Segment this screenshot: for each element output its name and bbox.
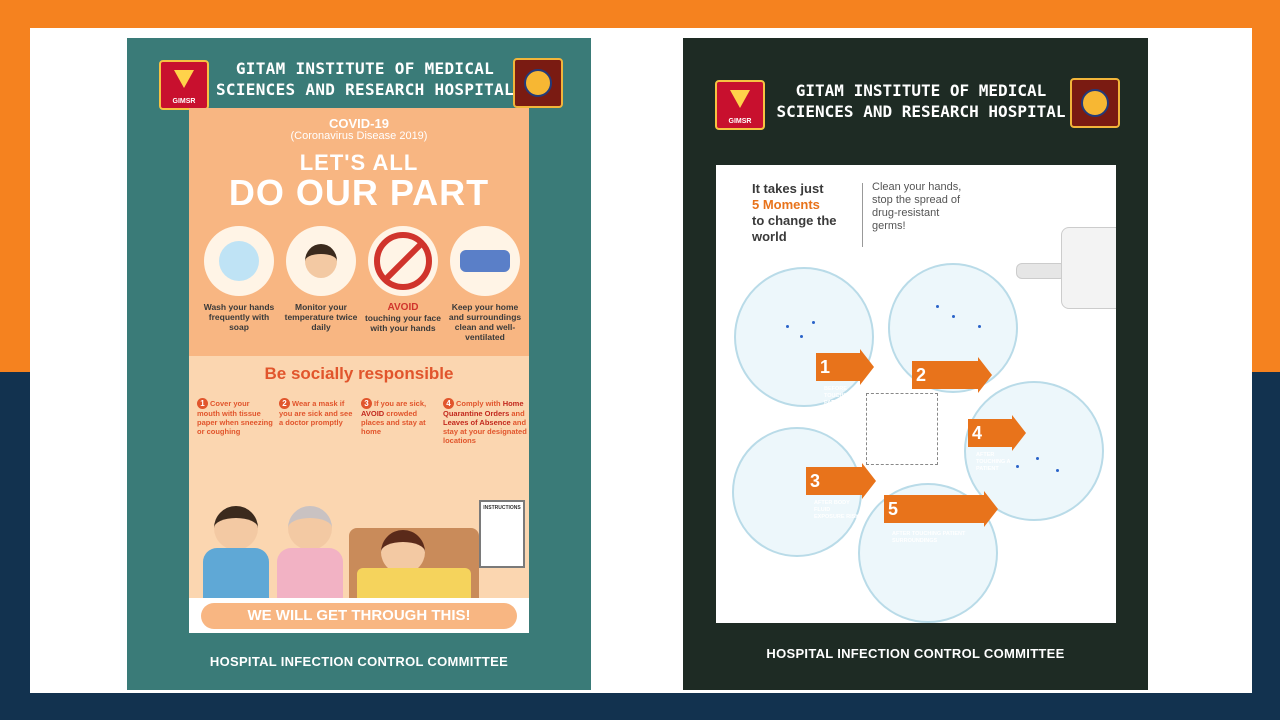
masked-person-illustration bbox=[277, 506, 343, 598]
step-bold: AVOID bbox=[361, 409, 385, 418]
no-touch-face-icon bbox=[368, 226, 438, 296]
poster-footer: HOSPITAL INFECTION CONTROL COMMITTEE bbox=[766, 646, 1065, 661]
infographic-top: COVID-19 (Coronavirus Disease 2019) LET'… bbox=[189, 108, 529, 356]
instructions-clipboard: INSTRUCTIONS bbox=[479, 500, 525, 568]
moment-label: AFTER TOUCHING PATIENT SURROUNDINGS bbox=[892, 531, 966, 545]
hospital-title: GITAM INSTITUTE OF MEDICAL SCIENCES AND … bbox=[216, 59, 514, 99]
step-1: 1 Cover your mouth with tissue paper when… bbox=[197, 398, 273, 436]
tip-wash-hands: Wash your hands frequently with soap bbox=[199, 226, 279, 332]
tip-text: Wash your hands frequently with soap bbox=[203, 302, 275, 332]
gimsr-logo: GIMSR bbox=[715, 80, 765, 130]
socially-responsible-heading: Be socially responsible bbox=[264, 364, 454, 383]
moment-3-arrow: 3 AFTER BODY FLUID EXPOSURE RISK bbox=[806, 463, 876, 520]
tip-avoid-face: AVOID touching your face with your hands bbox=[363, 226, 443, 333]
moment-5-arrow: 5 AFTER TOUCHING PATIENT SURROUNDINGS bbox=[884, 491, 998, 544]
sanitizer-bottle-icon bbox=[1061, 227, 1116, 309]
tip-temperature: Monitor your temperature twice daily bbox=[281, 226, 361, 332]
divider bbox=[862, 183, 863, 247]
gimsr-logo-text: GIMSR bbox=[172, 98, 196, 105]
tip-text: Monitor your temperature twice daily bbox=[284, 302, 358, 332]
step-text: Comply with bbox=[456, 399, 501, 408]
step-text: Wear a mask if you are sick and see a do… bbox=[279, 399, 353, 427]
gimsr-logo: GIMSR bbox=[159, 60, 209, 110]
moment-number: 1 bbox=[820, 357, 831, 377]
five-moments-infographic: It takes just 5 Moments to change the wo… bbox=[716, 165, 1116, 623]
moment-number: 4 bbox=[972, 423, 983, 443]
sick-person-illustration bbox=[381, 530, 425, 574]
headline-text: It takes just bbox=[752, 181, 824, 196]
steps-row: 1 Cover your mouth with tissue paper when… bbox=[197, 398, 527, 498]
step-2: 2 Wear a mask if you are sick and see a d… bbox=[279, 398, 355, 427]
hand-wash-icon bbox=[204, 226, 274, 296]
moment-number: 2 bbox=[916, 365, 927, 385]
gimsr-logo-text: GIMSR bbox=[728, 118, 752, 125]
lets-all-heading: LET'S ALL bbox=[299, 150, 419, 175]
moment-circle-1 bbox=[734, 267, 874, 407]
step-text: Cover your mouth with tissue paper when … bbox=[197, 399, 273, 436]
moment-label: AFTER BODY FLUID EXPOSURE RISK bbox=[814, 499, 860, 520]
moment-number: 3 bbox=[810, 471, 821, 491]
covid-heading: COVID-19 bbox=[329, 116, 389, 131]
hand-hygiene-poster: GIMSR GITAM INSTITUTE OF MEDICAL SCIENCE… bbox=[683, 38, 1148, 690]
headline-highlight: 5 Moments bbox=[752, 197, 820, 212]
tip-text: Keep your home and surroundings clean an… bbox=[448, 302, 522, 342]
moment-1-arrow: 1 BEFORE TOUCHING A PATIENT bbox=[816, 349, 874, 406]
patient-bed-diagram bbox=[866, 393, 938, 465]
moment-label: AFTER TOUCHING A PATIENT bbox=[976, 451, 1011, 472]
step-text: and stay at your designated locations bbox=[443, 418, 527, 445]
poster-header: GIMSR GITAM INSTITUTE OF MEDICAL SCIENCE… bbox=[127, 48, 591, 118]
tip-text: AVOID touching your face with your hands bbox=[363, 302, 443, 334]
home-sofa-icon bbox=[450, 226, 520, 296]
step-bold: Leaves of Absence bbox=[443, 418, 511, 427]
step-number: 2 bbox=[279, 398, 290, 409]
people-illustration: INSTRUCTIONS bbox=[189, 486, 529, 598]
moment-label: BEFORE TOUCHING A PATIENT bbox=[824, 385, 859, 406]
tip-text-rest: touching your face with your hands bbox=[364, 313, 442, 333]
step-4: 4 Comply with Home Quarantine Orders and … bbox=[443, 398, 527, 445]
tips-row: Wash your hands frequently with soap Mon… bbox=[199, 226, 521, 356]
hospital-title: GITAM INSTITUTE OF MEDICAL SCIENCES AND … bbox=[776, 81, 1066, 121]
covid-poster: GIMSR GITAM INSTITUTE OF MEDICAL SCIENCE… bbox=[127, 38, 591, 690]
step-3: 3 If you are sick, AVOID crowded places a… bbox=[361, 398, 437, 436]
step-bold: Home Quarantine Orders bbox=[443, 399, 524, 418]
poster-footer: HOSPITAL INFECTION CONTROL COMMITTEE bbox=[209, 654, 509, 669]
blanket-illustration bbox=[357, 568, 471, 598]
gitam-logo bbox=[1070, 78, 1120, 128]
clipboard-label: INSTRUCTIONS bbox=[483, 505, 521, 511]
avoid-highlight: AVOID bbox=[387, 302, 419, 313]
do-our-part-heading: DO OUR PART bbox=[228, 172, 490, 213]
step-number: 3 bbox=[361, 398, 372, 409]
step-number: 1 bbox=[197, 398, 208, 409]
thermometer-icon bbox=[286, 226, 356, 296]
tip-clean-home: Keep your home and surroundings clean an… bbox=[445, 226, 525, 342]
five-moments-headline: It takes just 5 Moments to change the wo… bbox=[752, 181, 862, 245]
step-text: If you are sick, bbox=[374, 399, 427, 408]
step-text: and bbox=[511, 409, 525, 418]
closing-message: WE WILL GET THROUGH THIS! bbox=[201, 603, 517, 629]
step-number: 4 bbox=[443, 398, 454, 409]
moment-number: 5 bbox=[888, 499, 899, 519]
gitam-logo bbox=[513, 58, 563, 108]
covid-infographic: COVID-19 (Coronavirus Disease 2019) LET'… bbox=[189, 108, 529, 633]
headline-text: to change the world bbox=[752, 213, 837, 244]
closing-band: WE WILL GET THROUGH THIS! bbox=[189, 598, 529, 633]
sneezing-person-illustration bbox=[203, 506, 269, 598]
clean-hands-subline: Clean your hands, stop the spread of dru… bbox=[872, 181, 962, 232]
moment-2-arrow: 2BEFORE CLEAN/ASEPTIC PROCEDURE bbox=[912, 357, 992, 414]
moment-4-arrow: 4 AFTER TOUCHING A PATIENT bbox=[968, 415, 1026, 472]
step-text: crowded places and stay at home bbox=[361, 409, 426, 436]
covid-subheading: (Coronavirus Disease 2019) bbox=[290, 130, 428, 142]
sanitizer-pump-icon bbox=[1016, 263, 1066, 279]
